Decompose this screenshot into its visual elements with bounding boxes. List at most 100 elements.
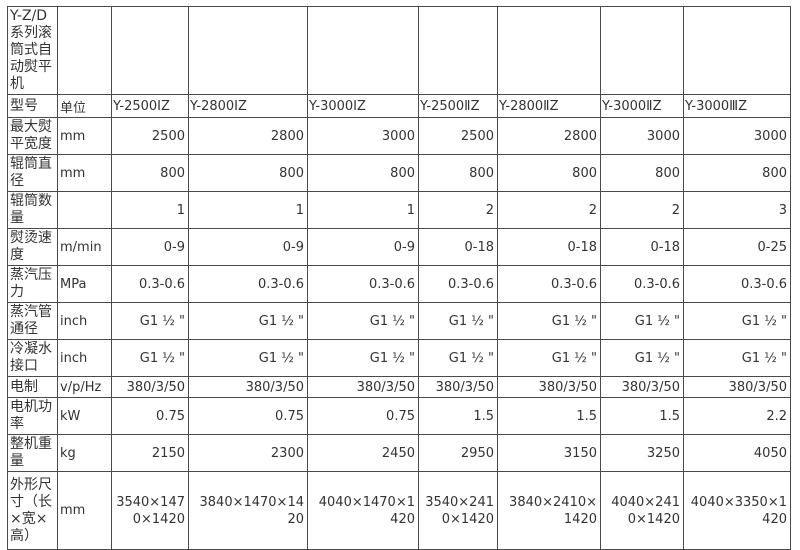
value-cell: 4050 xyxy=(683,434,791,472)
value-cell: 380/3/50 xyxy=(111,376,189,398)
unit-cell: MPa xyxy=(57,265,112,303)
value-cell: 0.75 xyxy=(188,397,308,435)
value-cell: G1 ½ " xyxy=(600,339,684,377)
value-cell: 0-9 xyxy=(111,228,189,266)
model-header-cell: Y-2500ⅠZ xyxy=(111,94,189,118)
value-cell: 0.3-0.6 xyxy=(600,265,684,303)
unit-cell xyxy=(57,191,112,229)
unit-cell: m/min xyxy=(57,228,112,266)
value-cell: 2800 xyxy=(497,117,601,155)
spec-row: 电制 v/p/Hz 380/3/50 380/3/50 380/3/50 380/3/50… xyxy=(7,376,791,398)
title-row: Y-Z/D系列滚筒式自动熨平机 xyxy=(7,6,791,95)
value-cell: 380/3/50 xyxy=(307,376,419,398)
header-row: 型号 单位 Y-2500ⅠZ Y-2800ⅠZ Y-3000ⅠZ Y-2500ⅡZ Y-28… xyxy=(7,94,791,118)
value-cell: 0.3-0.6 xyxy=(307,265,419,303)
value-cell: 1 xyxy=(307,191,419,229)
model-header-cell: Y-3000ⅠZ xyxy=(307,94,419,118)
model-header-cell: Y-3000ⅡZ xyxy=(600,94,684,118)
value-cell: 2500 xyxy=(418,117,498,155)
row-label-cell: 整机重量 xyxy=(7,434,58,472)
value-cell: 3250 xyxy=(600,434,684,472)
row-label-cell: 电机功率 xyxy=(7,397,58,435)
value-cell: 0-18 xyxy=(418,228,498,266)
value-cell: 0-9 xyxy=(307,228,419,266)
empty-cell xyxy=(497,6,601,95)
value-cell: 380/3/50 xyxy=(418,376,498,398)
value-cell: G1 ½ " xyxy=(683,302,791,340)
value-cell: 3150 xyxy=(497,434,601,472)
row-label-cell: 电制 xyxy=(7,376,58,398)
spec-row: 外形尺寸（长×宽×高） mm 3540×1470×1420 3840×1470×142… xyxy=(7,471,791,550)
spec-row: 蒸汽管通径 inch G1 ½ " G1 ½ " G1 ½ " G1 ½ " G1 ½ " G… xyxy=(7,302,791,340)
value-cell: 1 xyxy=(111,191,189,229)
spec-row: 熨烫速度 m/min 0-9 0-9 0-9 0-18 0-18 0-18 0-25 xyxy=(7,228,791,266)
value-cell: 4040×3350×1420 xyxy=(683,471,791,550)
row-label-cell: 熨烫速度 xyxy=(7,228,58,266)
value-cell: 2150 xyxy=(111,434,189,472)
value-cell: 2500 xyxy=(111,117,189,155)
value-cell: 3000 xyxy=(307,117,419,155)
value-cell: 3540×2410×1420 xyxy=(418,471,498,550)
value-cell: 2 xyxy=(418,191,498,229)
value-cell: 3540×1470×1420 xyxy=(111,471,189,550)
value-cell: 0.3-0.6 xyxy=(188,265,308,303)
spec-row: 辊筒数量 1 1 1 2 2 2 3 xyxy=(7,191,791,229)
value-cell: 4040×2410×1420 xyxy=(600,471,684,550)
value-cell: 380/3/50 xyxy=(497,376,601,398)
empty-cell xyxy=(307,6,419,95)
row-label-cell: 蒸汽管通径 xyxy=(7,302,58,340)
spec-row: 最大熨平宽度 mm 2500 2800 3000 2500 2800 3000 3000 xyxy=(7,117,791,155)
value-cell: G1 ½ " xyxy=(683,339,791,377)
value-cell: 0-18 xyxy=(497,228,601,266)
value-cell: G1 ½ " xyxy=(600,302,684,340)
value-cell: 2 xyxy=(497,191,601,229)
row-label-cell: 辊筒直径 xyxy=(7,154,58,192)
value-cell: 1.5 xyxy=(600,397,684,435)
model-header-cell: Y-3000ⅢZ xyxy=(683,94,791,118)
value-cell: 800 xyxy=(683,154,791,192)
value-cell: 3 xyxy=(683,191,791,229)
row-label-cell: 辊筒数量 xyxy=(7,191,58,229)
spec-row: 电机功率 kW 0.75 0.75 0.75 1.5 1.5 1.5 2.2 xyxy=(7,397,791,435)
value-cell: G1 ½ " xyxy=(497,302,601,340)
model-header-cell: Y-2500ⅡZ xyxy=(418,94,498,118)
value-cell: 2450 xyxy=(307,434,419,472)
value-cell: 0.3-0.6 xyxy=(497,265,601,303)
unit-cell: v/p/Hz xyxy=(57,376,112,398)
value-cell: 0.75 xyxy=(307,397,419,435)
model-header-cell: Y-2800ⅡZ xyxy=(497,94,601,118)
value-cell: 0-9 xyxy=(188,228,308,266)
value-cell: 380/3/50 xyxy=(188,376,308,398)
empty-cell xyxy=(683,6,791,95)
value-cell: 800 xyxy=(418,154,498,192)
value-cell: 0.3-0.6 xyxy=(418,265,498,303)
spec-row: 冷凝水接口 inch G1 ½ " G1 ½ " G1 ½ " G1 ½ " G1 ½ " G… xyxy=(7,339,791,377)
row-label-cell: 外形尺寸（长×宽×高） xyxy=(7,471,58,550)
value-cell: 2950 xyxy=(418,434,498,472)
spec-table-body: Y-Z/D系列滚筒式自动熨平机 型号 单位 Y-2500ⅠZ Y-2800ⅠZ Y-300… xyxy=(7,6,791,550)
value-cell: 2.2 xyxy=(683,397,791,435)
row-label-cell: 冷凝水接口 xyxy=(7,339,58,377)
value-cell: G1 ½ " xyxy=(418,339,498,377)
unit-cell: mm xyxy=(57,154,112,192)
value-cell: 1.5 xyxy=(418,397,498,435)
value-cell: 800 xyxy=(111,154,189,192)
value-cell: 2 xyxy=(600,191,684,229)
value-cell: 3840×2410×1420 xyxy=(497,471,601,550)
value-cell: 380/3/50 xyxy=(683,376,791,398)
value-cell: G1 ½ " xyxy=(188,302,308,340)
value-cell: G1 ½ " xyxy=(188,339,308,377)
model-header-cell: Y-2800ⅠZ xyxy=(188,94,308,118)
value-cell: 0.3-0.6 xyxy=(111,265,189,303)
value-cell: 380/3/50 xyxy=(600,376,684,398)
spec-table: Y-Z/D系列滚筒式自动熨平机 型号 单位 Y-2500ⅠZ Y-2800ⅠZ Y-300… xyxy=(7,6,791,550)
value-cell: 2300 xyxy=(188,434,308,472)
value-cell: 1.5 xyxy=(497,397,601,435)
value-cell: G1 ½ " xyxy=(497,339,601,377)
unit-cell: kW xyxy=(57,397,112,435)
unit-cell: mm xyxy=(57,471,112,550)
value-cell: G1 ½ " xyxy=(418,302,498,340)
empty-cell xyxy=(600,6,684,95)
value-cell: G1 ½ " xyxy=(111,302,189,340)
